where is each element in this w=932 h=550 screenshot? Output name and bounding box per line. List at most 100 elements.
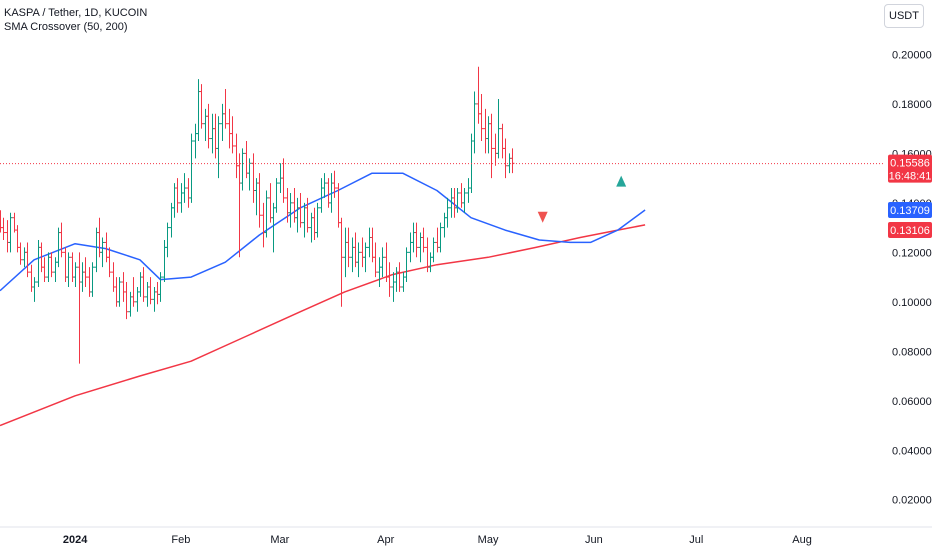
price-tick-label: 0.10000	[892, 297, 932, 309]
ohlc-bar	[207, 104, 211, 149]
ohlc-bar	[217, 116, 221, 178]
ohlc-bar	[98, 218, 102, 258]
chart-legend: KASPA / Tether, 1D, KUCOIN SMA Crossover…	[4, 6, 147, 34]
ohlc-bar	[316, 203, 320, 238]
ohlc-bar	[78, 252, 82, 363]
ohlc-bar	[176, 178, 180, 213]
ohlc-bar	[16, 225, 20, 252]
ohlc-bar	[23, 247, 27, 267]
ohlc-bar	[156, 282, 160, 304]
ohlc-bar	[197, 79, 201, 141]
ohlc-bar	[228, 109, 232, 149]
ohlc-bar	[432, 237, 436, 262]
ohlc-bar	[368, 228, 372, 258]
ohlc-bar	[275, 178, 279, 213]
ohlc-bar	[245, 141, 249, 178]
ohlc-bar	[118, 277, 122, 307]
time-tick-label: 2024	[63, 534, 88, 546]
price-tick-label: 0.18000	[892, 99, 932, 111]
ohlc-bar	[108, 247, 112, 277]
ohlc-bar	[392, 272, 396, 302]
price-axis[interactable]: 0.02000 0.04000 0.06000 0.08000 0.10000 0.120…	[892, 49, 932, 506]
time-tick-label: May	[478, 534, 499, 546]
price-tick-label: 0.12000	[892, 247, 932, 259]
bar-countdown: 16:48:41	[889, 171, 932, 183]
price-tick-label: 0.04000	[892, 445, 932, 457]
ohlc-bar	[504, 139, 508, 179]
ohlc-bar	[146, 282, 150, 307]
ohlc-bar	[323, 173, 327, 198]
ohlc-bar	[153, 287, 157, 312]
ohlc-bar	[204, 109, 208, 141]
ohlc-bar	[490, 114, 494, 178]
last-price-value: 0.15586	[890, 158, 930, 170]
ohlc-bar	[6, 220, 10, 252]
ohlc-bar	[211, 114, 215, 154]
ohlc-bar	[313, 208, 317, 240]
ohlc-bar	[439, 223, 443, 253]
ohlc-bar	[19, 242, 23, 264]
ohlc-bar	[333, 171, 337, 198]
ohlc-bar	[221, 104, 225, 141]
ohlc-bar	[149, 277, 153, 304]
ohlc-bar	[351, 237, 355, 272]
sma-50-badge-value: 0.13709	[890, 205, 930, 217]
ohlc-bar	[132, 277, 136, 307]
ohlc-bar	[395, 267, 399, 292]
time-tick-label: Feb	[171, 534, 190, 546]
ohlc-bar	[54, 257, 58, 282]
ohlc-bar	[429, 252, 433, 272]
ohlc-bar	[183, 173, 187, 203]
ohlc-bar	[344, 228, 348, 277]
ohlc-bar	[91, 262, 95, 297]
ohlc-bar	[238, 153, 242, 257]
ohlc-bar	[299, 193, 303, 228]
ohlc-bar	[101, 237, 105, 267]
ohlc-bar	[9, 213, 13, 253]
ohlc-bar	[190, 134, 194, 203]
ohlc-bar	[241, 148, 245, 190]
ohlc-bar	[422, 228, 426, 253]
price-tick-label: 0.02000	[892, 495, 932, 507]
ohlc-bar	[388, 262, 392, 297]
ohlc-bar	[30, 265, 34, 292]
time-tick-label: Aug	[792, 534, 812, 546]
ohlc-bar	[347, 228, 351, 268]
ohlc-bar	[81, 262, 85, 292]
ohlc-bar	[463, 188, 467, 213]
ohlc-bar	[296, 198, 300, 233]
ohlc-bar	[67, 252, 71, 287]
currency-button[interactable]: USDT	[884, 4, 924, 28]
ohlc-bar	[187, 178, 191, 208]
ohlc-bar	[398, 262, 402, 292]
crossover-signals-layer	[538, 176, 627, 223]
symbol-title[interactable]: KASPA / Tether, 1D, KUCOIN	[4, 6, 147, 20]
time-axis[interactable]: 2024 Feb Mar Apr May Jun Jul Aug	[0, 527, 932, 546]
ohlc-bar	[255, 178, 259, 215]
ohlc-bar	[0, 210, 3, 232]
ohlc-bar	[214, 114, 218, 159]
time-tick-label: Jun	[585, 534, 603, 546]
ohlc-bar	[409, 233, 413, 263]
ohlc-bar	[142, 267, 146, 302]
ohlc-bar	[443, 213, 447, 238]
ohlc-bar	[43, 257, 47, 282]
ohlc-bar	[74, 262, 78, 287]
price-tick-label: 0.20000	[892, 49, 932, 61]
ohlc-bar	[262, 203, 266, 248]
ohlc-bar	[487, 116, 491, 153]
ohlc-bar	[446, 198, 450, 228]
ohlc-bar	[2, 218, 6, 240]
ohlc-bar	[484, 109, 488, 154]
ohlc-bar	[480, 94, 484, 141]
ohlc-bar	[166, 223, 170, 258]
ohlc-bar	[511, 148, 515, 173]
ohlc-bar	[501, 124, 505, 159]
ohlc-bar	[84, 257, 88, 287]
indicator-title[interactable]: SMA Crossover (50, 200)	[4, 20, 147, 34]
ohlc-bar	[180, 183, 184, 213]
ohlc-bar	[122, 272, 126, 302]
price-tick-label: 0.08000	[892, 346, 932, 358]
ohlc-bar	[473, 92, 477, 154]
